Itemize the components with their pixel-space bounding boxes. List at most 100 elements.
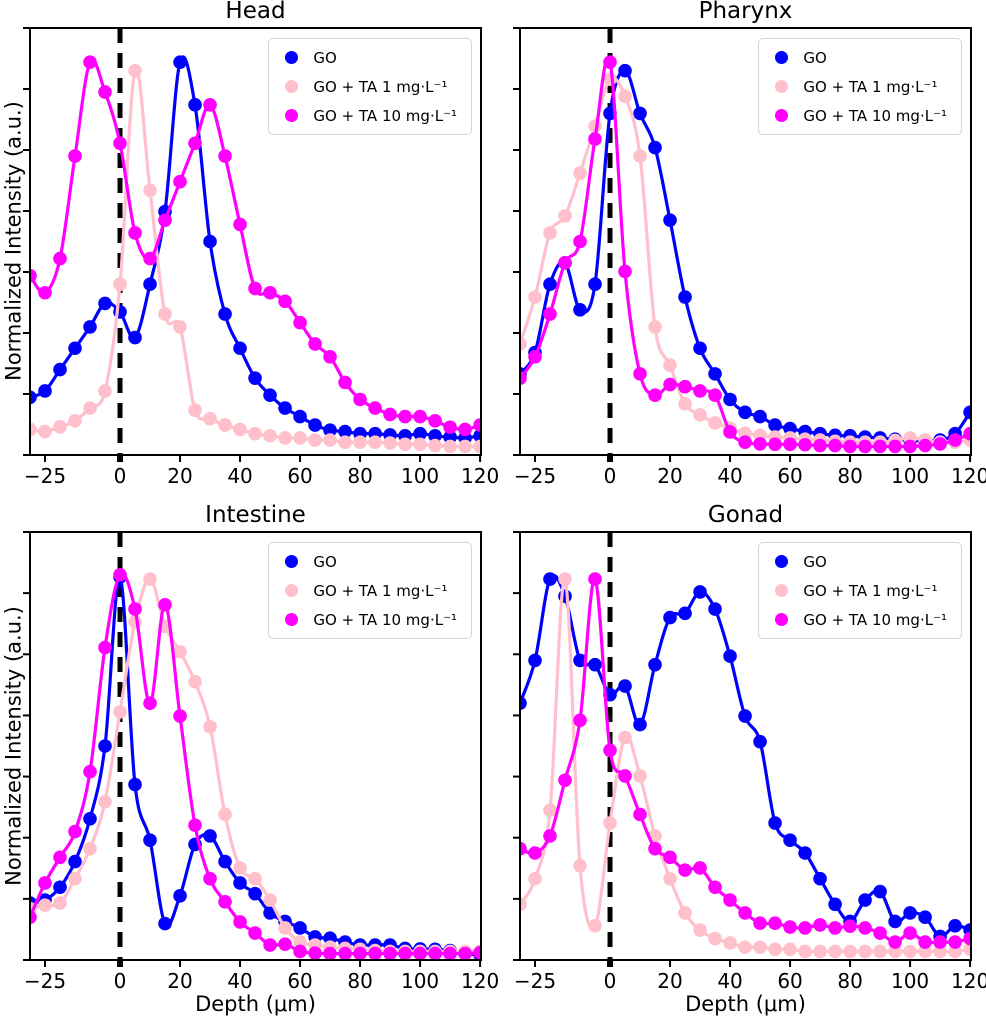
legend-label: GO	[803, 552, 827, 571]
data-point-marker	[933, 437, 947, 451]
legend-pharynx: GO GO + TA 1 mg·L⁻¹ GO + TA 10 mg·L⁻¹	[758, 38, 962, 135]
data-point-marker	[888, 944, 902, 959]
data-point-marker	[843, 919, 857, 933]
data-point-marker	[798, 437, 812, 452]
data-point-marker	[858, 893, 872, 907]
data-point-marker	[873, 884, 887, 899]
data-point-marker	[888, 914, 902, 929]
data-point-marker	[633, 106, 647, 121]
data-point-marker	[113, 136, 127, 151]
data-point-marker	[263, 388, 277, 403]
data-point-marker	[143, 183, 157, 198]
axes-spines	[29, 531, 482, 961]
data-point-marker	[723, 893, 737, 907]
data-point-marker	[963, 405, 971, 420]
data-point-marker	[413, 409, 427, 424]
data-point-marker	[113, 568, 127, 582]
data-point-marker	[383, 946, 397, 960]
data-point-marker	[828, 921, 842, 935]
data-point-marker	[520, 897, 527, 912]
title-gonad: Gonad	[707, 502, 784, 528]
data-point-marker	[188, 818, 202, 832]
data-point-marker	[233, 915, 247, 929]
data-point-marker	[813, 438, 827, 453]
data-point-marker	[233, 876, 247, 890]
plot-head: −25 0 20 40 60 80 100 120	[23, 27, 499, 488]
legend-intestine: GO GO + TA 1 mg·L⁻¹ GO + TA 10 mg·L⁻¹	[268, 542, 472, 639]
data-point-marker	[573, 166, 587, 180]
data-point-marker	[558, 773, 572, 788]
data-point-marker	[708, 388, 722, 403]
data-point-marker	[948, 944, 962, 959]
data-point-marker	[218, 307, 232, 321]
vline-axis-stub	[117, 455, 124, 462]
data-point-marker	[218, 149, 232, 163]
data-point-marker	[308, 433, 322, 447]
data-point-marker	[338, 375, 352, 390]
data-point-marker	[678, 290, 692, 304]
data-point-marker	[573, 713, 587, 728]
data-point-marker	[368, 435, 382, 449]
data-point-marker	[858, 921, 872, 935]
legend-head: GO GO + TA 1 mg·L⁻¹ GO + TA 10 mg·L⁻¹	[268, 38, 472, 135]
x-axis-label-gonad: Depth (μm)	[685, 992, 806, 1016]
data-point-marker	[663, 871, 677, 886]
data-point-marker	[843, 439, 857, 454]
data-point-marker	[873, 439, 887, 454]
data-point-marker	[30, 422, 37, 437]
data-point-marker	[783, 833, 797, 847]
data-point-marker	[158, 213, 172, 227]
data-point-marker	[528, 846, 542, 860]
data-point-marker	[173, 709, 187, 723]
data-point-marker	[293, 944, 307, 959]
x-tick-label: 60	[287, 969, 312, 993]
data-point-marker	[888, 439, 902, 454]
data-point-marker	[83, 55, 97, 69]
data-point-marker	[588, 277, 602, 291]
data-point-marker	[98, 794, 112, 809]
data-point-marker	[963, 426, 971, 441]
data-point-marker	[738, 709, 752, 723]
data-point-marker	[68, 414, 82, 428]
data-point-marker	[473, 439, 481, 454]
data-point-marker	[768, 816, 782, 830]
data-point-marker	[83, 811, 97, 826]
data-point-marker	[903, 926, 917, 940]
data-point-marker	[963, 942, 971, 957]
data-point-marker	[768, 418, 782, 432]
data-point-marker	[473, 428, 481, 443]
legend-label: GO	[313, 48, 337, 67]
x-tick-label: −25	[514, 969, 556, 993]
data-point-marker	[428, 414, 442, 428]
legend-marker-dot	[285, 584, 299, 597]
data-point-marker	[413, 426, 427, 441]
data-point-marker	[53, 896, 67, 910]
data-point-marker	[158, 307, 172, 321]
data-point-marker	[68, 854, 82, 869]
data-point-marker	[263, 428, 277, 443]
data-point-marker	[53, 362, 67, 377]
data-point-marker	[738, 435, 752, 449]
data-point-marker	[948, 918, 962, 933]
legend-item: GO + TA 10 mg·L⁻¹	[277, 104, 457, 127]
data-point-marker	[53, 420, 67, 434]
x-tick-label: 0	[604, 969, 617, 993]
data-point-marker	[128, 777, 142, 792]
axes-spines	[519, 27, 972, 456]
data-point-marker	[753, 940, 767, 954]
legend-item: GO	[277, 46, 457, 69]
legend-label: GO + TA 1 mg·L⁻¹	[803, 77, 938, 96]
data-point-marker	[443, 946, 457, 960]
legend-label: GO + TA 1 mg·L⁻¹	[803, 581, 938, 600]
legend-item: GO + TA 10 mg·L⁻¹	[277, 608, 457, 631]
x-tick-label: 100	[401, 969, 439, 993]
data-point-marker	[828, 944, 842, 959]
data-point-marker	[693, 861, 707, 875]
data-point-marker	[473, 945, 481, 960]
data-point-marker	[648, 388, 662, 403]
data-point-marker	[53, 880, 67, 895]
data-point-marker	[113, 277, 127, 291]
data-point-marker	[618, 63, 632, 78]
data-point-marker	[543, 803, 557, 817]
vline-axis-stub	[607, 960, 614, 967]
